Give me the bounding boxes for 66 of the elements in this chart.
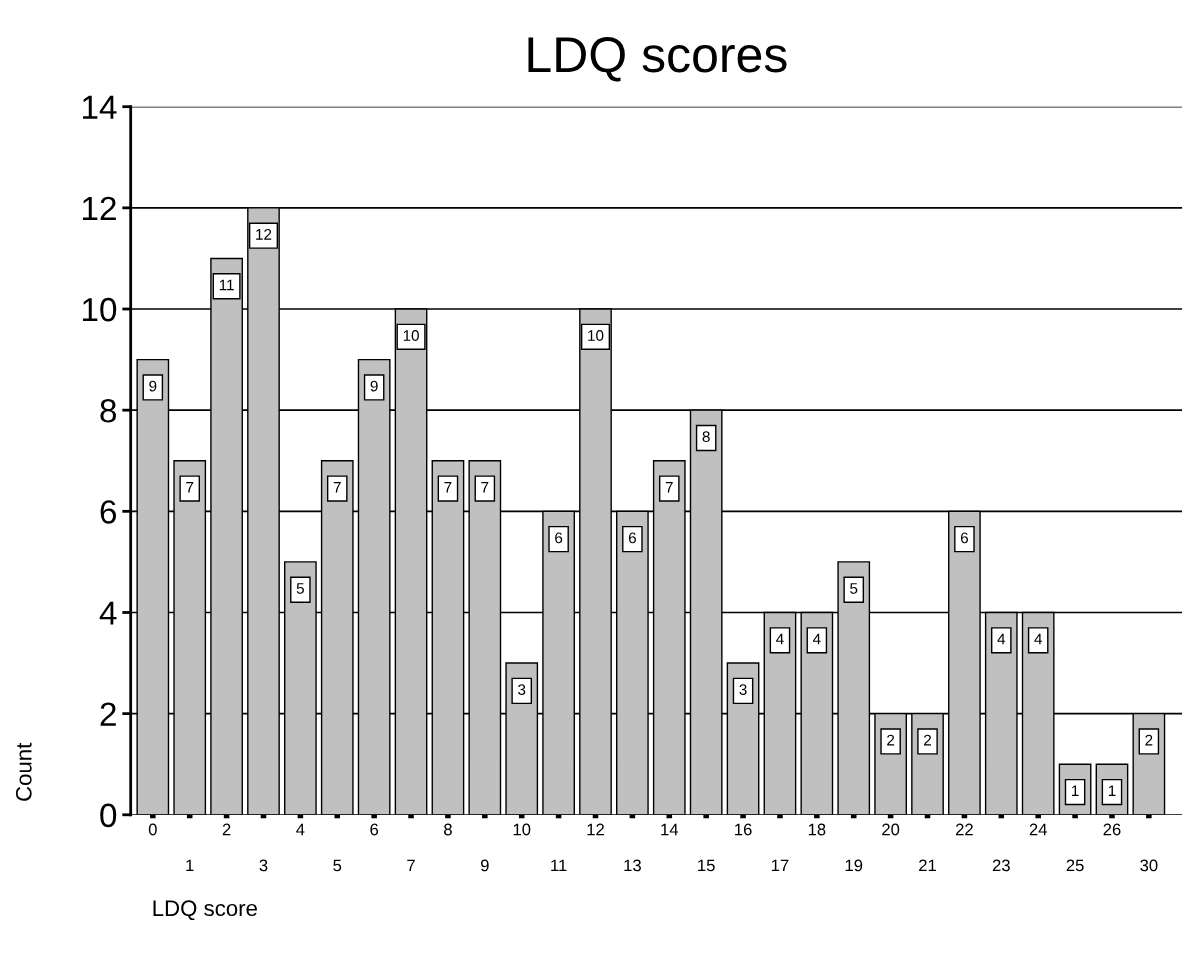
data-label: 10 xyxy=(588,330,604,341)
y-tick-label: 8 xyxy=(100,398,117,423)
data-label: 1 xyxy=(1071,785,1079,796)
data-label: 9 xyxy=(149,380,157,392)
x-tick-label: 4 xyxy=(296,823,305,836)
x-tick-label: 8 xyxy=(444,823,452,836)
x-tick-label: 25 xyxy=(1066,859,1084,872)
y-tick-label: 14 xyxy=(82,95,117,119)
data-label: 4 xyxy=(1034,633,1042,645)
y-tick-label: 4 xyxy=(99,601,117,625)
y-tick-label: 6 xyxy=(100,500,117,524)
data-label: 6 xyxy=(960,532,968,544)
data-label: 2 xyxy=(1145,734,1153,746)
data-label: 3 xyxy=(739,684,747,695)
x-tick-label: 20 xyxy=(882,823,900,836)
data-label: 6 xyxy=(555,532,563,544)
x-tick-label: 23 xyxy=(992,859,1010,872)
x-tick-label: 2 xyxy=(222,823,231,836)
x-tick-label: 10 xyxy=(513,823,531,836)
data-label: 1 xyxy=(1108,785,1116,796)
x-tick-label: 12 xyxy=(587,823,604,836)
x-tick-label: 7 xyxy=(407,859,415,872)
x-tick-label: 14 xyxy=(661,823,679,836)
x-tick-label: 21 xyxy=(919,859,936,872)
data-label: 4 xyxy=(776,633,784,645)
x-tick-label: 5 xyxy=(333,859,342,872)
x-tick-label: 6 xyxy=(370,823,379,836)
x-tick-label: 26 xyxy=(1103,823,1121,836)
x-tick-label: 30 xyxy=(1140,859,1158,872)
data-label: 12 xyxy=(256,228,272,240)
data-label: 7 xyxy=(665,482,673,493)
data-label: 7 xyxy=(481,482,489,493)
data-label: 7 xyxy=(444,482,452,493)
data-label: 2 xyxy=(887,734,895,746)
x-tick-label: 22 xyxy=(955,823,973,836)
data-label: 7 xyxy=(333,482,341,493)
data-label: 3 xyxy=(518,684,526,695)
y-tick-label: 2 xyxy=(100,702,116,726)
x-tick-label: 18 xyxy=(808,823,826,836)
x-tick-label: 3 xyxy=(259,859,268,872)
x-tick-label: 11 xyxy=(551,859,567,872)
x-tick-label: 16 xyxy=(735,823,752,836)
data-label: 8 xyxy=(702,431,710,443)
x-tick-label: 24 xyxy=(1029,823,1047,836)
x-axis-title: LDQ score xyxy=(153,900,257,921)
x-tick-label: 1 xyxy=(186,859,194,872)
data-label: 9 xyxy=(370,380,378,392)
data-label: 4 xyxy=(997,633,1006,645)
x-tick-label: 9 xyxy=(480,859,489,872)
data-label: 2 xyxy=(924,734,931,746)
data-label: 11 xyxy=(219,279,234,291)
chart-title: LDQ scores xyxy=(528,37,787,82)
data-label: 7 xyxy=(186,482,194,493)
y-tick-label: 10 xyxy=(82,297,117,322)
y-tick-label: 12 xyxy=(82,196,116,220)
data-label: 5 xyxy=(850,583,858,594)
y-axis-title: Count xyxy=(15,742,32,801)
x-tick-label: 15 xyxy=(698,859,715,872)
x-tick-label: 17 xyxy=(771,859,789,872)
x-tick-label: 13 xyxy=(624,859,641,872)
data-label: 6 xyxy=(628,532,636,544)
data-label: 10 xyxy=(403,330,419,341)
data-label: 5 xyxy=(296,583,304,594)
x-tick-label: 19 xyxy=(845,859,863,872)
data-label: 4 xyxy=(812,633,821,645)
x-tick-label: 0 xyxy=(148,823,157,836)
